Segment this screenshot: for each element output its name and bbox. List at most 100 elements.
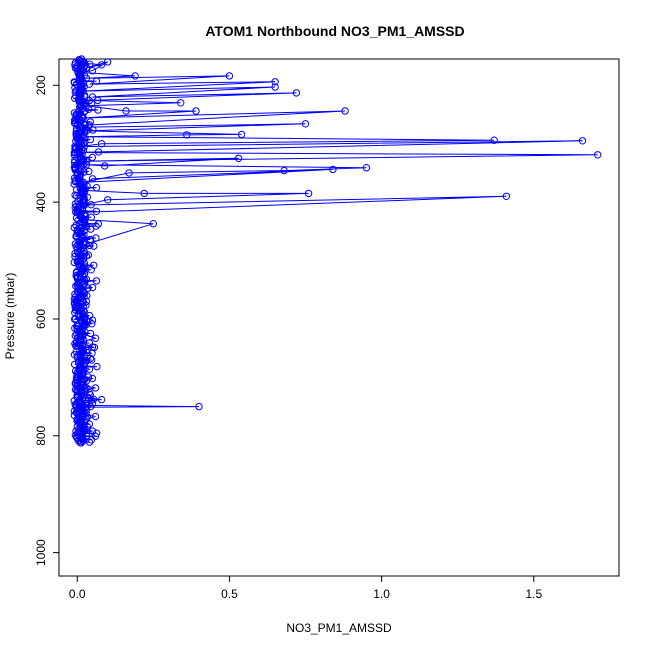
plot-frame <box>58 58 620 577</box>
chart-title: ATOM1 Northbound NO3_PM1_AMSSD <box>205 23 464 39</box>
data-point <box>82 357 91 365</box>
data-point <box>79 178 88 187</box>
data-point <box>79 133 88 141</box>
data-point <box>88 67 97 75</box>
data-point <box>92 429 101 437</box>
data-point <box>71 191 79 199</box>
data-point <box>72 221 80 230</box>
data-point <box>304 189 313 198</box>
data-point <box>72 130 80 138</box>
data-point <box>79 263 88 272</box>
y-tick-label: 200 <box>34 75 48 95</box>
data-point <box>82 377 91 385</box>
y-axis-label: Pressure (mbar) <box>3 273 17 360</box>
data-point <box>90 261 98 269</box>
data-point <box>177 99 185 107</box>
data-point <box>76 293 85 301</box>
y-axis: 200 400 600 800 1000 <box>34 75 59 566</box>
data-point <box>92 222 100 230</box>
data-point <box>75 150 84 159</box>
data-point <box>76 142 85 151</box>
data-point <box>79 369 88 377</box>
data-point <box>237 130 246 139</box>
x-tick-label: 0.5 <box>221 587 238 601</box>
data-point <box>79 348 88 356</box>
data-point <box>73 208 82 217</box>
data-point <box>88 283 97 292</box>
data-point <box>76 338 85 346</box>
data-point <box>341 107 349 115</box>
data-point <box>79 287 88 295</box>
data-point <box>76 269 85 278</box>
data-point <box>93 362 101 371</box>
data-point <box>73 302 82 310</box>
data-point <box>76 362 85 370</box>
y-tick-label: 800 <box>34 425 48 445</box>
data-point <box>88 427 97 435</box>
data-point <box>90 242 98 250</box>
data-point <box>97 61 106 69</box>
data-point <box>82 127 91 135</box>
data-point <box>80 211 88 219</box>
data-point <box>79 201 88 209</box>
data-point <box>79 114 88 122</box>
data-point <box>76 123 85 132</box>
data-point <box>104 196 112 204</box>
data-point <box>97 140 106 148</box>
data-point <box>73 148 82 157</box>
data-point <box>88 374 97 383</box>
data-point <box>85 388 94 397</box>
data-point <box>104 58 112 66</box>
data-point <box>88 175 97 183</box>
data-point <box>329 165 337 174</box>
data-point <box>82 240 91 248</box>
data-point <box>82 74 91 83</box>
data-point <box>594 151 602 159</box>
data-point <box>362 164 371 172</box>
data-point <box>502 192 511 201</box>
data-point <box>71 203 79 212</box>
data-point <box>149 220 158 228</box>
data-point <box>183 131 191 139</box>
data-point <box>92 277 101 285</box>
data-point <box>91 384 100 392</box>
data-point <box>76 246 85 254</box>
data-point <box>271 78 279 86</box>
data-point <box>140 189 148 198</box>
data-point <box>88 93 97 101</box>
data-point <box>70 119 79 128</box>
data-point <box>76 418 85 426</box>
data-point <box>88 400 97 408</box>
data-point <box>70 78 79 86</box>
data-point <box>271 83 279 91</box>
data-point <box>73 281 82 289</box>
data-point <box>88 316 97 324</box>
data-point <box>91 334 100 342</box>
data-point <box>86 354 95 363</box>
data-point <box>82 252 91 260</box>
data-point <box>91 412 100 421</box>
data-point <box>490 136 498 144</box>
data-point <box>292 89 301 97</box>
data-point <box>73 258 82 266</box>
data-point <box>85 365 94 373</box>
x-axis: 0.0 0.5 1.0 1.5 <box>69 576 542 601</box>
data-point <box>234 154 243 163</box>
data-point <box>82 321 91 329</box>
y-tick-label: 600 <box>34 309 48 329</box>
data-point <box>97 395 106 404</box>
data-point <box>131 72 139 80</box>
data-point <box>85 167 93 176</box>
data-point <box>85 121 94 129</box>
data-point <box>71 64 80 72</box>
x-axis-label: NO3_PM1_AMSSD <box>286 621 392 635</box>
data-point <box>76 68 85 77</box>
data-point <box>280 166 288 175</box>
data-point <box>122 107 130 115</box>
data-point <box>82 432 91 440</box>
data-point <box>225 72 234 80</box>
data-point <box>125 169 133 177</box>
series-line <box>75 60 598 444</box>
